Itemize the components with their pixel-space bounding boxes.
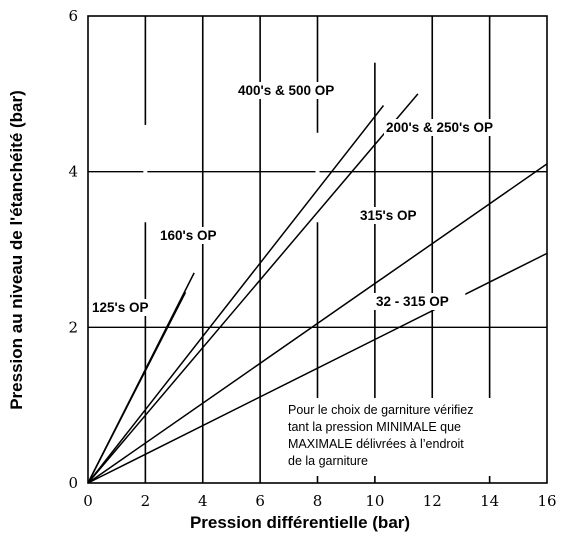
series-line-4: [87, 93, 419, 484]
series-label-bg: [358, 207, 425, 224]
x-tick-label: 8: [313, 492, 323, 510]
series-line-2: [87, 272, 195, 484]
note-background: [282, 398, 544, 476]
grid-gap: [430, 475, 435, 483]
series-label-6: 32 - 315 OP: [376, 294, 449, 309]
series-label-bg: [158, 227, 225, 244]
series-line-3: [87, 105, 385, 484]
series-label-1: 125's OP: [92, 300, 149, 315]
x-axis-title: Pression différentielle (bar): [190, 513, 410, 532]
note-line: tant la pression MINIMALE que: [288, 420, 461, 434]
x-tick-label: 16: [537, 492, 556, 510]
y-tick-label: 2: [68, 318, 78, 336]
series-label-3: 400's & 500 OP: [238, 83, 334, 98]
series-label-bg: [90, 299, 157, 316]
y-tick-label: 0: [68, 474, 78, 492]
plot-frame: [87, 15, 548, 484]
series-label-bg: [236, 82, 353, 99]
series-line-5: [87, 163, 548, 484]
x-tick-label: 0: [83, 492, 93, 510]
series-label-5: 315's OP: [360, 208, 417, 223]
grid-gap: [315, 132, 320, 223]
series-label-2: 160's OP: [160, 228, 217, 243]
series-label-bg: [384, 119, 517, 136]
note-line: MAXIMALE délivrées à l’endroit: [288, 437, 464, 451]
y-tick-label: 6: [68, 7, 78, 25]
grid-gap: [372, 16, 377, 63]
series-label-bg: [374, 293, 466, 310]
y-tick-label: 4: [68, 163, 78, 181]
series-label-4: 200's & 250's OP: [386, 120, 493, 135]
x-tick-label: 14: [480, 492, 499, 510]
x-tick-label: 2: [141, 492, 151, 510]
x-tick-label: 10: [365, 492, 384, 510]
x-tick-label: 6: [255, 492, 265, 510]
x-tick-label: 12: [423, 492, 442, 510]
series-line-6: [87, 252, 548, 484]
grid-gap: [143, 124, 148, 223]
y-axis-title: Pression au niveau de l'étanchéité (bar): [7, 90, 26, 410]
note-line: de la garniture: [288, 454, 368, 468]
note-line: Pour le choix de garniture vérifiez: [288, 403, 474, 417]
note-text: Pour le choix de garniture vérifiez tant …: [282, 398, 544, 476]
x-tick-label: 4: [198, 492, 208, 510]
